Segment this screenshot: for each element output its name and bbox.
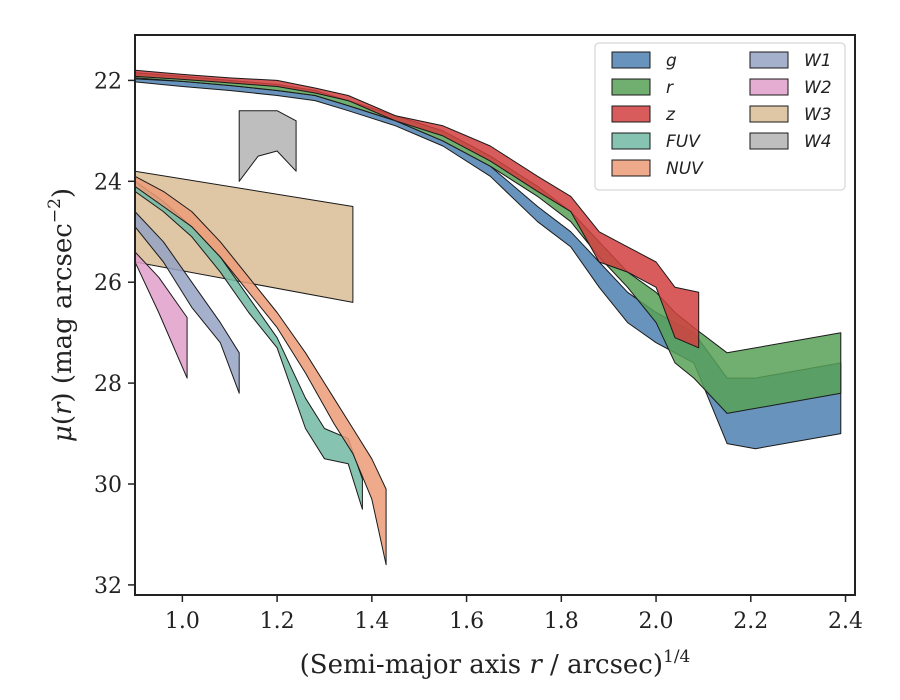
legend-item-r: r xyxy=(611,78,674,98)
legend-item-w4: W4 xyxy=(749,132,832,152)
legend-item-z: z xyxy=(611,105,676,125)
plot-frame xyxy=(134,34,856,596)
legend-label: NUV xyxy=(666,159,704,179)
legend-label: W3 xyxy=(804,105,832,125)
legend-label: r xyxy=(666,78,674,98)
x-tick-label: 1.0 xyxy=(165,609,200,634)
legend-swatch xyxy=(749,51,789,69)
y-tick-label: 30 xyxy=(94,473,122,498)
legend-swatch xyxy=(749,105,789,123)
legend-label: W1 xyxy=(804,51,832,71)
x-tick-label: 2.0 xyxy=(639,609,674,634)
legend-item-fuv: FUV xyxy=(611,132,701,152)
legend-swatch xyxy=(749,132,789,150)
x-tick-label: 1.8 xyxy=(544,609,579,634)
y-axis-label: μ(r) (mag arcsec−2) xyxy=(45,188,78,442)
y-tick-label: 28 xyxy=(94,372,122,397)
legend-swatch xyxy=(611,132,651,150)
legend-swatch xyxy=(611,51,651,69)
legend-label: W2 xyxy=(804,78,832,98)
legend-swatch xyxy=(611,159,651,177)
legend-swatch xyxy=(611,78,651,96)
band-nuv xyxy=(135,175,387,566)
band-fuv xyxy=(135,180,363,510)
band-w2 xyxy=(135,251,188,379)
legend-label: g xyxy=(666,51,677,71)
axes: 1.0 1.2 1.4 1.6 1.8 2.0 2.2 2.4 22 24 26 28 30 32 xyxy=(94,34,863,634)
x-tick-label: 2.4 xyxy=(828,609,863,634)
x-axis-label: (Semi-major axis r / arcsec)1/4 xyxy=(300,647,691,680)
band-w4 xyxy=(238,110,297,182)
legend-swatch xyxy=(749,78,789,96)
profile-bands xyxy=(135,69,842,566)
legend-label: FUV xyxy=(666,132,701,152)
y-tick-label: 26 xyxy=(94,271,122,296)
legend: grz FUV NUV W1 W2 W3 W4 xyxy=(594,42,846,191)
y-tick-label: 24 xyxy=(94,170,122,195)
legend-item-g: g xyxy=(611,51,677,71)
legend-label: W4 xyxy=(804,132,832,152)
x-tick-label: 2.2 xyxy=(733,609,768,634)
legend-item-w1: W1 xyxy=(749,51,832,71)
band-z xyxy=(135,69,700,349)
legend-item-nuv: NUV xyxy=(611,159,704,179)
band-w1 xyxy=(135,211,240,394)
band-w3 xyxy=(135,170,354,303)
legend-swatch xyxy=(611,105,651,123)
legend-item-w3: W3 xyxy=(749,105,832,125)
y-tick-label: 32 xyxy=(94,574,122,599)
x-tick-label: 1.4 xyxy=(354,609,389,634)
legend-item-w2: W2 xyxy=(749,78,832,98)
x-tick-label: 1.2 xyxy=(260,609,295,634)
x-tick-label: 1.6 xyxy=(449,609,484,634)
legend-label: z xyxy=(665,105,676,125)
y-tick-label: 22 xyxy=(94,69,122,94)
